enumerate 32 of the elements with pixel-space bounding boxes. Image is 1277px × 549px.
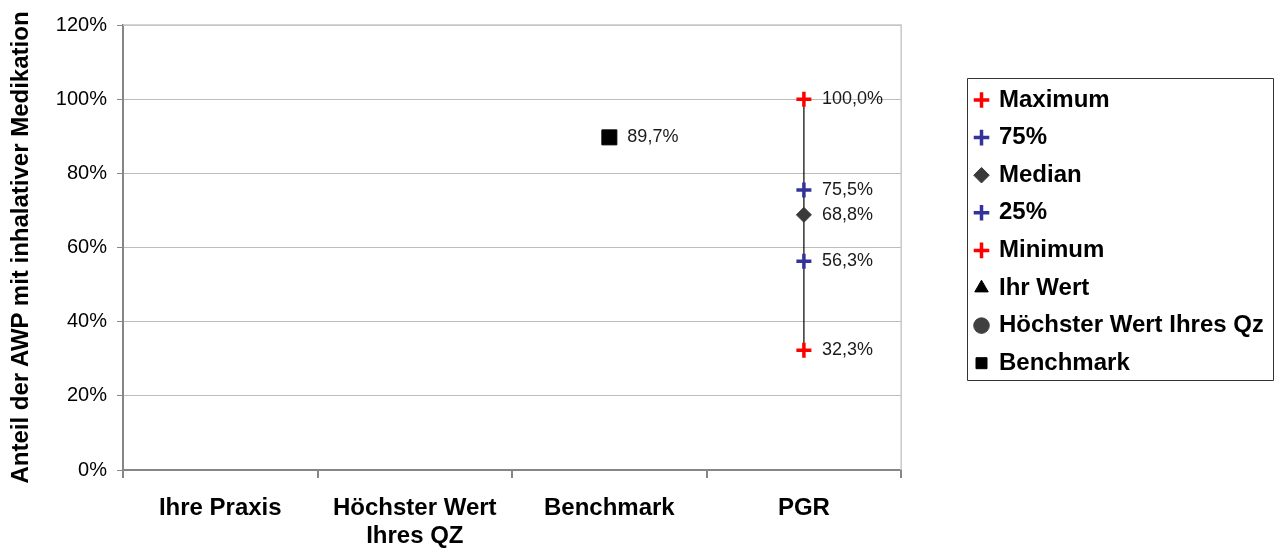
point [794, 340, 814, 360]
x-tick-label: Ihre Praxis [158, 492, 282, 520]
data-label: 56,3% [821, 250, 873, 271]
y-tick-label: 80% [66, 160, 108, 183]
legend-label: 75% [999, 122, 1048, 150]
data-label: 75,5% [821, 178, 873, 199]
y-axis-title: Anteil der AWP mit inhalativer Medikation [6, 11, 34, 484]
data-label: 89,7% [627, 126, 679, 147]
point [794, 251, 814, 271]
point [794, 89, 814, 109]
legend-label: Minimum [999, 235, 1105, 263]
legend-label: Maximum [999, 84, 1110, 112]
point [601, 129, 618, 146]
y-tick-label: 60% [66, 235, 108, 258]
point [794, 180, 814, 200]
legend-label: Median [999, 159, 1082, 187]
point [795, 206, 812, 223]
legend-label: Höchster Wert Ihres Qz [999, 310, 1264, 338]
y-tick-label: 100% [55, 86, 108, 109]
y-tick-label: 120% [55, 12, 108, 35]
x-tick-label: PGR [777, 492, 830, 520]
x-tick-label: Benchmark [543, 492, 676, 520]
y-tick-label: 0% [78, 457, 108, 480]
legend-label: Ihr Wert [999, 272, 1090, 300]
y-tick-label: 40% [66, 309, 108, 332]
y-tick-label: 20% [66, 383, 108, 406]
legend-label: Benchmark [999, 347, 1131, 375]
x-tick-label: Höchster Wert Ihres QZ [333, 492, 497, 548]
data-label: 100,0% [821, 88, 883, 109]
data-label: 68,8% [821, 203, 873, 224]
data-label: 32,3% [821, 339, 873, 360]
legend-label: 25% [999, 197, 1048, 225]
